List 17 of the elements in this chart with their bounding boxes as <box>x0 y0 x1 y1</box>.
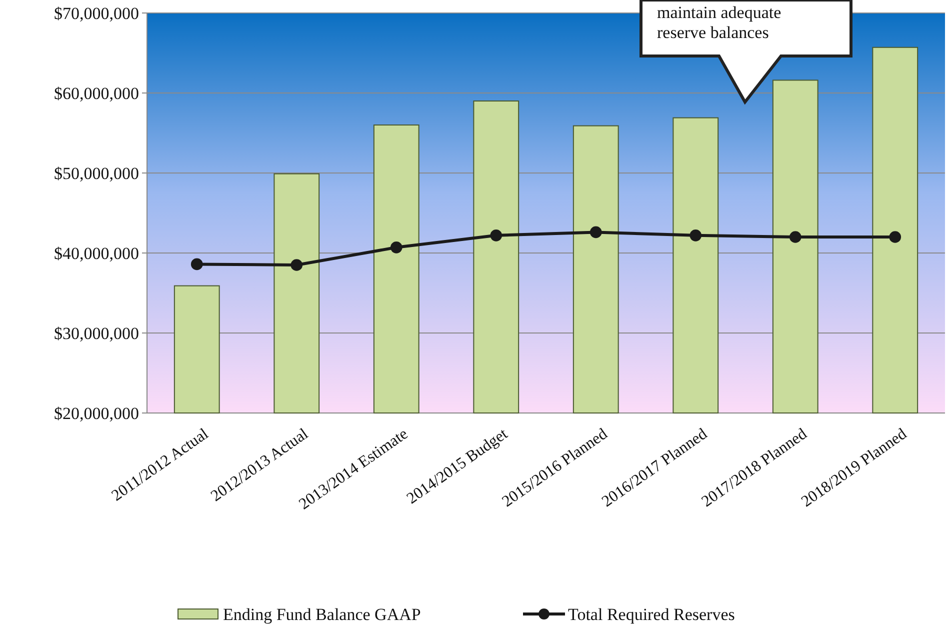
y-tick-label: $40,000,000 <box>54 244 139 263</box>
point <box>789 231 802 243</box>
point <box>690 229 702 242</box>
point <box>490 229 502 242</box>
annotation: maintain adequate reserve balances <box>657 3 782 42</box>
point <box>290 259 303 271</box>
y-tick-label: $20,000,000 <box>54 404 139 423</box>
y-tick-label: $60,000,000 <box>54 84 139 103</box>
y-tick-label: $50,000,000 <box>54 164 139 183</box>
point <box>190 258 203 270</box>
y-tick-label: $70,000,000 <box>54 4 139 23</box>
point <box>390 241 402 254</box>
y-tick-label: $30,000,000 <box>54 324 139 343</box>
point <box>889 231 902 243</box>
legend-label: Ending Fund Balance GAAP <box>223 604 421 624</box>
point <box>590 226 602 238</box>
legend-label: Total Required Reserves <box>568 604 735 624</box>
